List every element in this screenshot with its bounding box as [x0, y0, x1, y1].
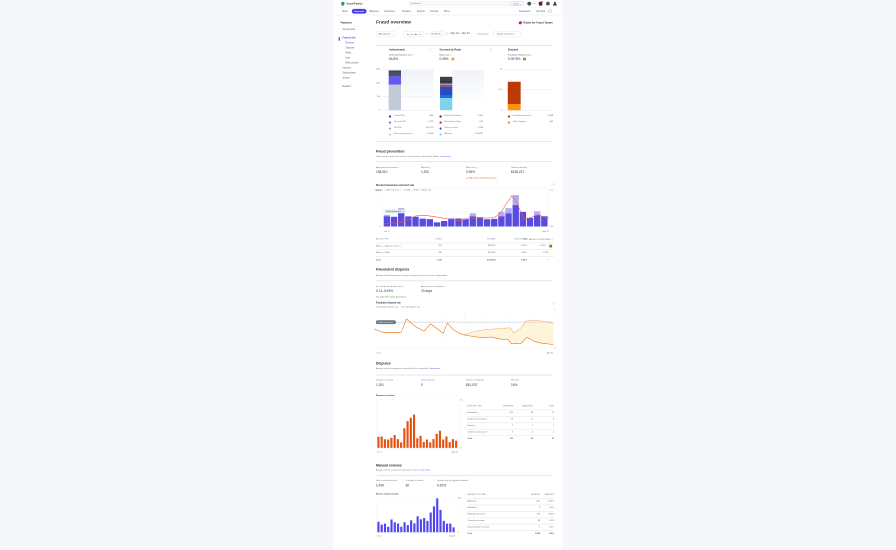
svg-text:Aug 31: Aug 31 [543, 230, 549, 233]
svg-text:15,000: 15,000 [375, 190, 382, 192]
svg-text:Aug 31: Aug 31 [452, 450, 458, 453]
svg-text:0: 0 [458, 532, 460, 534]
svg-text:0%: 0% [554, 348, 555, 350]
svg-text:Jun 1: Jun 1 [377, 536, 382, 538]
svg-text:Aug 31: Aug 31 [449, 535, 455, 538]
svg-text:1.2%: 1.2% [554, 310, 555, 312]
svg-text:Jun 1: Jun 1 [377, 451, 382, 453]
svg-text:0: 0 [380, 226, 382, 228]
svg-text:Aug 31: Aug 31 [547, 352, 553, 355]
svg-text:0: 0 [460, 448, 462, 450]
svg-text:15: 15 [460, 399, 463, 401]
svg-text:100: 100 [458, 497, 462, 499]
svg-text:0%: 0% [550, 226, 553, 228]
svg-text:Similar businesses: Similar businesses [386, 210, 401, 213]
svg-text:7%: 7% [550, 190, 553, 192]
svg-text:Jun 1: Jun 1 [376, 353, 381, 355]
svg-text:Similar businesses: Similar businesses [378, 321, 393, 324]
svg-text:Jun 17: Jun 17 [384, 231, 390, 233]
